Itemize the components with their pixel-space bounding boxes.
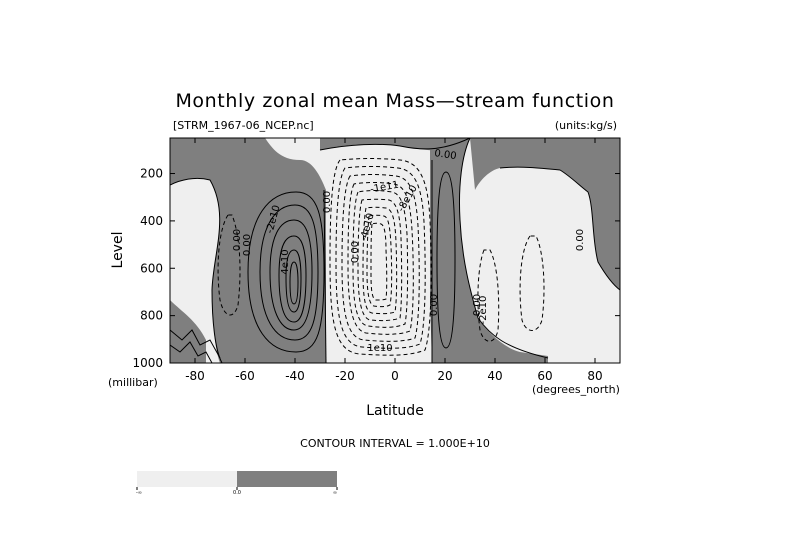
contour-south-surface-2 — [170, 341, 213, 363]
contour-hadley-5 — [352, 190, 409, 328]
plot-area: 0.00 0.00 0.00 -2e10 4e10 0.00 -4e10 -1e… — [169, 137, 621, 364]
contour-hadley-9 — [370, 222, 388, 301]
contour-ferrel-6 — [289, 261, 299, 305]
contour-label: 4e10 — [280, 249, 291, 274]
x-tick-label: -20 — [335, 369, 355, 383]
positive-region-north-high — [470, 138, 620, 290]
contour-north-negative-1 — [519, 235, 545, 331]
contour-south-negative — [217, 214, 241, 316]
contour-label: 0.00 — [472, 294, 483, 316]
y-tick-labels: 200 400 600 800 1000 — [132, 167, 163, 370]
contour-hadley-3 — [341, 174, 420, 342]
tick-marks — [170, 138, 620, 364]
x-tick-labels: -80 -60 -40 -20 0 20 40 60 80 — [185, 369, 602, 383]
colorbar-label-max: ∞ — [333, 490, 337, 496]
x-tick-label: -40 — [285, 369, 305, 383]
contour-label: 0.00 — [575, 229, 586, 251]
y-tick-label: 600 — [140, 261, 163, 275]
zero-line-north-high — [499, 166, 620, 291]
contour-hadley-1 — [329, 158, 432, 356]
y-tick-label: 400 — [140, 214, 163, 228]
positive-region-south — [170, 138, 326, 363]
contour-label: 0.00 — [242, 234, 253, 256]
zero-line-south — [170, 177, 223, 363]
y-tick-label: 800 — [140, 309, 163, 323]
x-tick-label: 80 — [587, 369, 602, 383]
colorbar-negative — [137, 471, 237, 487]
negative-contours — [217, 158, 545, 356]
y-axis-title: Level — [110, 232, 126, 269]
contour-ferrel-3 — [269, 219, 313, 331]
contour-label: 0.00 — [322, 191, 333, 213]
units-label: (units:kg/s) — [555, 119, 617, 132]
contour-hadley-4 — [347, 182, 414, 335]
contour-ferrel-4 — [278, 235, 307, 323]
contour-interval: CONTOUR INTERVAL = 1.000E+10 — [300, 437, 490, 450]
x-unit-label: (degrees_north) — [532, 383, 620, 396]
x-tick-label: 20 — [437, 369, 452, 383]
colorbar-label-zero: 0.0 — [233, 490, 241, 496]
contour-label: 1e10 — [367, 343, 392, 354]
hadley-cell — [329, 158, 432, 356]
ferrel-cell-south — [247, 191, 325, 353]
x-tick-label: 40 — [487, 369, 502, 383]
x-tick-label: 0 — [391, 369, 399, 383]
x-axis-title: Latitude — [366, 403, 424, 419]
contour-hadley-6 — [357, 198, 403, 322]
contour-south-surface-1 — [170, 329, 221, 359]
contour-hadley-2 — [335, 166, 426, 349]
x-tick-label: -80 — [185, 369, 205, 383]
positive-region-south-surface — [170, 300, 206, 363]
contour-hadley-8 — [366, 214, 393, 308]
contour-label: 0.00 — [232, 229, 243, 251]
y-tick-label: 1000 — [132, 356, 163, 370]
x-tick-label: 60 — [537, 369, 552, 383]
contour-ferrel-1 — [247, 191, 325, 353]
file-label: [STRM_1967-06_NCEP.nc] — [173, 119, 314, 132]
zero-line-hadley-west — [323, 189, 327, 363]
y-tick-label: 200 — [140, 167, 163, 181]
contour-label: 0.00 — [434, 148, 458, 162]
contour-label: -2e10 — [478, 296, 489, 325]
colorbar-label-min: -∞ — [136, 490, 142, 496]
chart-title: Monthly zonal mean Mass—stream function — [175, 90, 614, 112]
contour-label: 0.00 — [350, 241, 361, 263]
colorbar-positive — [237, 471, 337, 487]
contour-ferrel-5 — [285, 249, 302, 313]
contour-label: -1e11 — [369, 180, 399, 196]
x-tick-label: -60 — [235, 369, 255, 383]
zero-line-north — [459, 138, 549, 359]
contour-north-cell — [436, 171, 456, 349]
contour-hadley-7 — [362, 206, 398, 315]
contour-lines — [170, 138, 620, 363]
y-unit-label: (millibar) — [108, 376, 158, 389]
contour-ferrel-2 — [259, 204, 319, 341]
contour-label: 0.00 — [429, 294, 440, 316]
colorbar: -∞ 0.0 ∞ — [136, 471, 338, 496]
zero-line-top — [319, 138, 471, 151]
